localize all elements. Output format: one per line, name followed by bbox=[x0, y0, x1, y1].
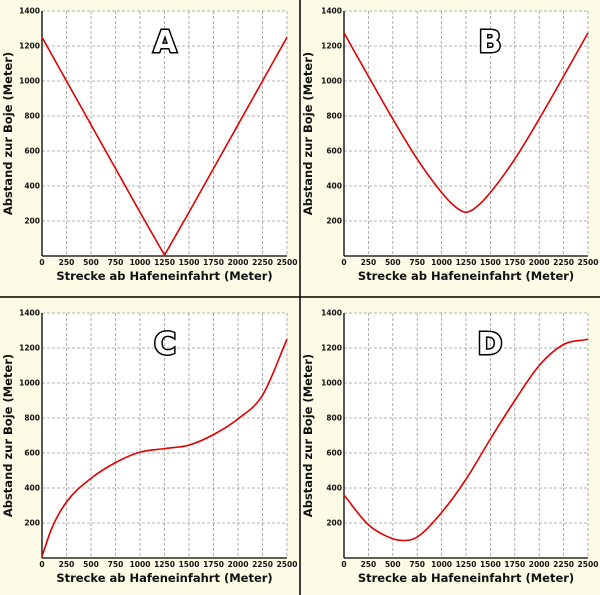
x-tick-label: 2500 bbox=[277, 560, 298, 569]
y-axis-title: Abstand zur Boje (Meter) bbox=[301, 354, 315, 517]
x-tick-label: 1000 bbox=[431, 560, 452, 569]
y-tick-label: 1200 bbox=[321, 344, 342, 353]
panel-label: B bbox=[479, 25, 502, 60]
y-axis-title: Abstand zur Boje (Meter) bbox=[1, 354, 15, 517]
x-tick-label: 2500 bbox=[578, 560, 599, 569]
y-tick-label: 1000 bbox=[321, 379, 342, 388]
x-tick-label: 1500 bbox=[179, 560, 200, 569]
y-tick-label: 800 bbox=[24, 414, 40, 423]
panel-c: 0 250 500 750 1000 1250 1500 1750 2000 2250 250020… bbox=[1, 309, 297, 585]
x-tick-label: 1250 bbox=[154, 560, 175, 569]
y-tick-label: 800 bbox=[326, 414, 342, 423]
y-tick-label: 600 bbox=[326, 449, 342, 458]
y-tick-label: 800 bbox=[24, 112, 40, 121]
x-tick-label: 2000 bbox=[228, 560, 249, 569]
panel-label: C bbox=[154, 327, 176, 362]
x-tick-label: 500 bbox=[385, 258, 401, 267]
y-tick-label: 1200 bbox=[19, 344, 40, 353]
x-tick-label: 1250 bbox=[456, 560, 477, 569]
panel-a: 0 250 500 750 1000 1250 1500 1750 2000 2250 250020… bbox=[1, 7, 297, 283]
y-tick-label: 600 bbox=[24, 147, 40, 156]
y-tick-label: 800 bbox=[326, 112, 342, 121]
panel-d: 0 250 500 750 1000 1250 1500 1750 2000 2250 2500 20… bbox=[301, 309, 598, 585]
y-tick-label: 1400 bbox=[321, 7, 342, 16]
y-axis-title: Abstand zur Boje (Meter) bbox=[1, 52, 15, 215]
y-tick-label: 1200 bbox=[19, 42, 40, 51]
x-tick-label: 1000 bbox=[431, 258, 452, 267]
x-tick-label: 1750 bbox=[504, 560, 525, 569]
x-tick-label: 2500 bbox=[277, 258, 298, 267]
y-tick-label: 400 bbox=[24, 484, 40, 493]
y-tick-label: 1000 bbox=[19, 379, 40, 388]
series-line bbox=[41, 36, 288, 257]
x-tick-label: 0 bbox=[341, 258, 346, 267]
x-axis-title: Strecke ab Hafeneinfahrt (Meter) bbox=[358, 571, 574, 585]
x-tick-label: 500 bbox=[83, 560, 99, 569]
x-tick-label: 1500 bbox=[480, 560, 501, 569]
y-axis-title: Abstand zur Boje (Meter) bbox=[301, 52, 315, 215]
y-tick-label: 200 bbox=[24, 217, 40, 226]
x-tick-label: 750 bbox=[108, 560, 124, 569]
x-tick-label: 0 bbox=[39, 560, 44, 569]
x-tick-label: 1000 bbox=[130, 258, 151, 267]
x-tick-label: 250 bbox=[59, 560, 75, 569]
x-tick-label: 250 bbox=[361, 560, 377, 569]
x-tick-label: 2250 bbox=[252, 560, 273, 569]
y-tick-label: 400 bbox=[24, 182, 40, 191]
y-tick-label: 1400 bbox=[19, 7, 40, 16]
panel-label: D bbox=[478, 327, 503, 362]
y-tick-label: 600 bbox=[24, 449, 40, 458]
x-tick-label: 1500 bbox=[179, 258, 200, 267]
series-line bbox=[41, 338, 288, 557]
x-axis-title: Strecke ab Hafeneinfahrt (Meter) bbox=[56, 269, 272, 283]
x-tick-label: 750 bbox=[409, 258, 425, 267]
x-tick-label: 2250 bbox=[553, 560, 574, 569]
x-tick-label: 500 bbox=[385, 560, 401, 569]
x-tick-label: 750 bbox=[108, 258, 124, 267]
y-tick-label: 200 bbox=[326, 217, 342, 226]
x-tick-label: 2500 bbox=[578, 258, 599, 267]
x-tick-label: 1250 bbox=[154, 258, 175, 267]
y-tick-label: 1400 bbox=[321, 309, 342, 318]
series-line bbox=[343, 32, 589, 214]
y-tick-label: 1400 bbox=[19, 309, 40, 318]
x-tick-label: 1750 bbox=[203, 560, 224, 569]
y-tick-label: 200 bbox=[24, 519, 40, 528]
x-tick-label: 500 bbox=[83, 258, 99, 267]
x-tick-label: 250 bbox=[361, 258, 377, 267]
x-axis-title: Strecke ab Hafeneinfahrt (Meter) bbox=[358, 269, 574, 283]
x-tick-label: 1250 bbox=[456, 258, 477, 267]
x-tick-label: 2250 bbox=[252, 258, 273, 267]
x-tick-label: 0 bbox=[341, 560, 346, 569]
x-tick-label: 2250 bbox=[553, 258, 574, 267]
y-tick-label: 1000 bbox=[321, 77, 342, 86]
x-tick-label: 1750 bbox=[504, 258, 525, 267]
y-tick-label: 200 bbox=[326, 519, 342, 528]
y-tick-label: 1000 bbox=[19, 77, 40, 86]
x-tick-label: 2000 bbox=[228, 258, 249, 267]
y-tick-label: 600 bbox=[326, 147, 342, 156]
x-tick-label: 0 bbox=[39, 258, 44, 267]
panel-label: A bbox=[153, 25, 177, 60]
x-tick-label: 250 bbox=[59, 258, 75, 267]
x-tick-label: 1750 bbox=[203, 258, 224, 267]
panel-b: 0 250 500 750 1000 1250 1500 1750 2000 2250 2500 20… bbox=[301, 7, 598, 283]
y-tick-label: 400 bbox=[326, 182, 342, 191]
x-tick-label: 2000 bbox=[529, 560, 550, 569]
x-tick-label: 750 bbox=[409, 560, 425, 569]
y-tick-label: 400 bbox=[326, 484, 342, 493]
y-tick-label: 1200 bbox=[321, 42, 342, 51]
x-axis-title: Strecke ab Hafeneinfahrt (Meter) bbox=[56, 571, 272, 585]
x-tick-label: 1000 bbox=[130, 560, 151, 569]
x-tick-label: 2000 bbox=[529, 258, 550, 267]
x-tick-label: 1500 bbox=[480, 258, 501, 267]
series-line bbox=[343, 338, 589, 542]
